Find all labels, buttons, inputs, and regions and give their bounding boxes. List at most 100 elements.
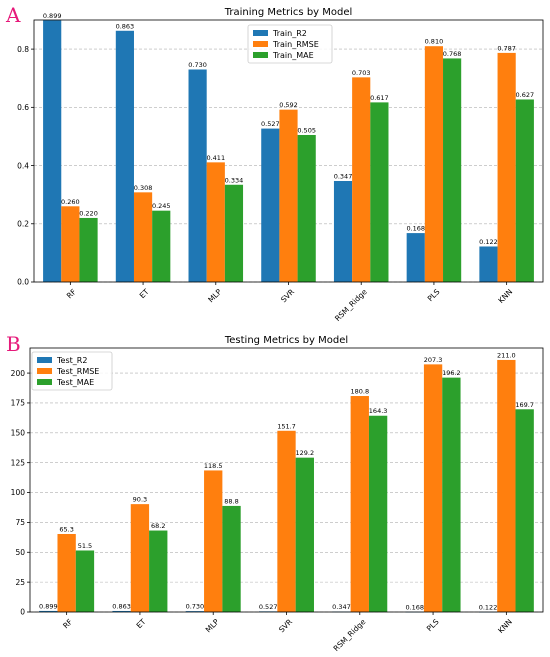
x-tick-label: PLS bbox=[426, 287, 442, 303]
bar-train-mae bbox=[443, 58, 462, 282]
bar-test-mae bbox=[222, 505, 241, 612]
x-tick-label: SVR bbox=[279, 287, 296, 304]
legend-label: Train_RMSE bbox=[272, 40, 319, 49]
plot-frame bbox=[33, 19, 544, 283]
legend-label: Train_MAE bbox=[272, 51, 314, 60]
bar-train-r2 bbox=[188, 69, 207, 282]
y-tick-label: 0.2 bbox=[17, 219, 29, 228]
data-label: 0.863 bbox=[112, 602, 131, 610]
data-label: 180.8 bbox=[350, 388, 369, 396]
data-label: 0.505 bbox=[297, 126, 316, 134]
bar-test-rmse bbox=[277, 430, 296, 612]
x-tick-label: MLP bbox=[204, 617, 221, 634]
data-label: 169.7 bbox=[515, 401, 534, 409]
y-tick-label: 0.4 bbox=[17, 161, 29, 170]
data-label: 129.2 bbox=[296, 449, 315, 457]
bar-test-r2 bbox=[39, 610, 58, 612]
data-label: 0.168 bbox=[406, 225, 425, 233]
data-label: 65.3 bbox=[59, 525, 73, 533]
bar-test-rmse bbox=[130, 504, 150, 612]
x-tick-label: ET bbox=[138, 287, 151, 300]
bar-test-mae bbox=[149, 530, 168, 612]
data-label: 0.592 bbox=[279, 101, 298, 109]
legend-swatch bbox=[253, 52, 268, 58]
data-label: 196.2 bbox=[442, 369, 461, 377]
legend-label: Train_R2 bbox=[272, 29, 307, 38]
data-label: 0.245 bbox=[152, 202, 171, 210]
data-label: 0.768 bbox=[443, 50, 462, 58]
bar-train-mae bbox=[297, 134, 316, 282]
legend-label: Test_MAE bbox=[56, 378, 94, 387]
chart-title: Testing Metrics by Model bbox=[224, 335, 348, 346]
data-label: 0.730 bbox=[188, 61, 207, 69]
y-tick-label: 0.8 bbox=[17, 45, 29, 54]
data-label: 164.3 bbox=[369, 407, 388, 415]
data-label: 0.334 bbox=[225, 176, 244, 184]
data-label: 0.308 bbox=[134, 184, 153, 192]
panel-letter: A bbox=[5, 3, 21, 27]
data-label: 0.220 bbox=[79, 209, 98, 217]
bar-train-r2 bbox=[43, 20, 62, 283]
plot-frame bbox=[29, 347, 544, 613]
bar-test-r2 bbox=[185, 611, 205, 612]
bar-train-rmse bbox=[206, 162, 225, 282]
legend-label: Test_RMSE bbox=[56, 367, 99, 376]
legend-swatch bbox=[37, 368, 52, 374]
x-tick-label: MLP bbox=[206, 287, 223, 304]
data-label: 151.7 bbox=[277, 422, 296, 430]
y-tick-label: 0.0 bbox=[17, 278, 29, 287]
data-label: 68.2 bbox=[151, 522, 165, 530]
y-tick-label: 0.6 bbox=[17, 103, 29, 112]
training-metrics-chart: A Training Metrics by Model 0.0 0.2 0.4 0.6 0.… bbox=[5, 3, 544, 323]
x-tick-label: PLS bbox=[425, 617, 441, 633]
data-label: 88.8 bbox=[224, 497, 238, 505]
bar-test-mae bbox=[515, 409, 534, 612]
legend-box bbox=[247, 24, 333, 64]
bar-test-r2 bbox=[112, 610, 131, 612]
data-label: 0.168 bbox=[405, 603, 424, 611]
chart-title: Training Metrics by Model bbox=[224, 7, 353, 18]
x-tick-label: RF bbox=[65, 287, 78, 300]
testing-metrics-chart: B Testing Metrics by Model 0 25 50 75 100 125 15… bbox=[6, 332, 544, 653]
bar-train-mae bbox=[224, 184, 244, 282]
y-tick-label: 50 bbox=[15, 548, 25, 557]
bar-train-mae bbox=[370, 102, 389, 282]
bar-train-rmse bbox=[279, 109, 298, 282]
bar-train-rmse bbox=[61, 206, 80, 282]
data-label: 118.5 bbox=[204, 462, 223, 470]
data-label: 207.3 bbox=[424, 356, 443, 364]
bar-train-r2 bbox=[333, 180, 353, 282]
bar-test-rmse bbox=[423, 364, 443, 612]
data-label: 0.527 bbox=[261, 120, 280, 128]
data-label: 0.810 bbox=[425, 38, 444, 46]
bar-test-mae bbox=[295, 457, 314, 612]
y-tick-label: 175 bbox=[11, 399, 26, 408]
bar-test-rmse bbox=[204, 470, 223, 612]
y-tick-label: 125 bbox=[11, 458, 26, 467]
y-tick-label: 75 bbox=[15, 518, 25, 527]
y-tick-label: 0 bbox=[20, 608, 25, 617]
x-tick-label: KNN bbox=[496, 287, 514, 305]
data-label: 0.863 bbox=[116, 22, 135, 30]
data-label: 0.899 bbox=[39, 602, 58, 610]
bar-test-mae bbox=[442, 377, 461, 612]
bar-train-r2 bbox=[406, 233, 425, 282]
bar-test-mae bbox=[75, 550, 95, 612]
data-label: 51.5 bbox=[78, 542, 92, 550]
bar-train-mae bbox=[152, 210, 171, 282]
data-label: 0.260 bbox=[61, 198, 80, 206]
data-label: 0.617 bbox=[370, 94, 389, 102]
y-tick-label: 150 bbox=[11, 429, 26, 438]
data-label: 211.0 bbox=[497, 351, 516, 359]
x-tick-label: RSM_Ridge bbox=[332, 617, 368, 653]
data-label: 0.899 bbox=[43, 12, 62, 20]
data-label: 0.787 bbox=[497, 44, 516, 52]
data-label: 0.411 bbox=[206, 154, 225, 162]
y-tick-label: 200 bbox=[11, 369, 26, 378]
x-tick-label: ET bbox=[135, 617, 148, 630]
legend-swatch bbox=[253, 30, 268, 36]
bar-test-rmse bbox=[57, 533, 76, 612]
x-tick-label: KNN bbox=[496, 617, 514, 635]
bar-train-rmse bbox=[352, 77, 371, 282]
bar-train-rmse bbox=[133, 192, 153, 282]
